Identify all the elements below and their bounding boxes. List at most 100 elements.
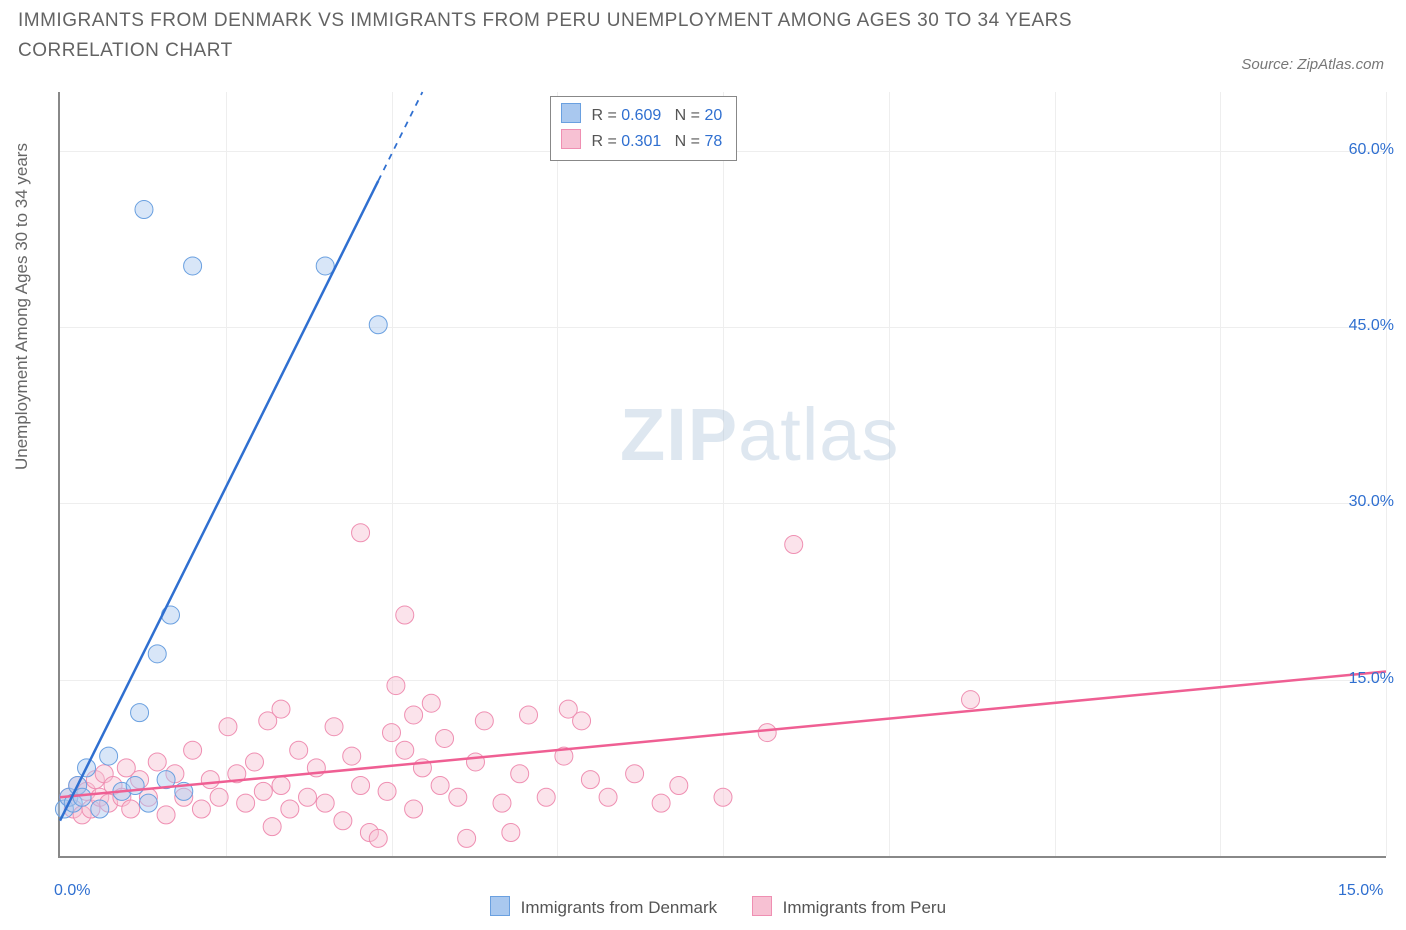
- data-point: [272, 776, 290, 794]
- data-point: [458, 829, 476, 847]
- eq: =: [607, 107, 616, 124]
- data-point: [405, 706, 423, 724]
- data-point: [599, 788, 617, 806]
- eq: =: [691, 107, 700, 124]
- data-point: [785, 536, 803, 554]
- y-tick-3: 60.0%: [1349, 141, 1394, 159]
- source-name: ZipAtlas.com: [1297, 56, 1384, 73]
- data-point: [343, 747, 361, 765]
- data-point: [422, 694, 440, 712]
- stats-row: R = 0.301 N = 78: [561, 129, 722, 155]
- data-point: [396, 606, 414, 624]
- data-point: [272, 700, 290, 718]
- data-point: [184, 257, 202, 275]
- data-point: [475, 712, 493, 730]
- data-point: [431, 776, 449, 794]
- data-point: [148, 645, 166, 663]
- peru-label: Immigrants from Peru: [783, 898, 946, 917]
- data-point: [192, 800, 210, 818]
- chart-container: IMMIGRANTS FROM DENMARK VS IMMIGRANTS FR…: [0, 0, 1406, 930]
- stats-row: R = 0.609 N = 20: [561, 103, 722, 129]
- data-point: [520, 706, 538, 724]
- source-prefix: Source:: [1241, 56, 1297, 73]
- data-point: [387, 677, 405, 695]
- data-point: [493, 794, 511, 812]
- trendline-peru: [60, 671, 1386, 797]
- data-point: [299, 788, 317, 806]
- data-point: [352, 524, 370, 542]
- data-point: [670, 776, 688, 794]
- peru-swatch: [752, 896, 772, 916]
- data-point: [254, 782, 272, 800]
- stats-legend: R = 0.609 N = 20 R = 0.301 N = 78: [550, 96, 737, 161]
- n-value: 78: [704, 133, 722, 150]
- data-point: [281, 800, 299, 818]
- data-point: [436, 729, 454, 747]
- data-point: [157, 806, 175, 824]
- data-point: [652, 794, 670, 812]
- data-point: [91, 800, 109, 818]
- data-point: [100, 747, 118, 765]
- data-point: [449, 788, 467, 806]
- data-point: [135, 201, 153, 219]
- y-tick-1: 30.0%: [1349, 493, 1394, 511]
- y-tick-0: 15.0%: [1349, 670, 1394, 688]
- r-value: 0.609: [621, 107, 661, 124]
- denmark-swatch: [490, 896, 510, 916]
- y-axis-label: Unemployment Among Ages 30 to 34 years: [12, 143, 32, 470]
- series-legend: Immigrants from Denmark Immigrants from …: [0, 896, 1406, 918]
- data-point: [383, 724, 401, 742]
- data-point: [573, 712, 591, 730]
- data-point: [502, 823, 520, 841]
- eq: =: [607, 133, 616, 150]
- data-point: [131, 704, 149, 722]
- data-point: [962, 691, 980, 709]
- plot-area: ZIPatlas R = 0.609 N = 20 R = 0.301 N = …: [58, 92, 1386, 858]
- data-point: [352, 776, 370, 794]
- data-point: [148, 753, 166, 771]
- x-tick-0: 0.0%: [54, 882, 90, 900]
- data-point: [334, 812, 352, 830]
- data-point: [245, 753, 263, 771]
- data-point: [396, 741, 414, 759]
- data-point: [210, 788, 228, 806]
- denmark-label: Immigrants from Denmark: [521, 898, 717, 917]
- data-point: [219, 718, 237, 736]
- data-point: [714, 788, 732, 806]
- source-attribution: Source: ZipAtlas.com: [1241, 56, 1384, 73]
- series-swatch: [561, 103, 581, 123]
- data-point: [290, 741, 308, 759]
- data-point: [758, 724, 776, 742]
- eq: =: [691, 133, 700, 150]
- data-point: [325, 718, 343, 736]
- data-point: [581, 771, 599, 789]
- r-value: 0.301: [621, 133, 661, 150]
- data-point: [378, 782, 396, 800]
- data-point: [511, 765, 529, 783]
- gridline-v: [1386, 92, 1387, 856]
- data-point: [537, 788, 555, 806]
- data-point: [405, 800, 423, 818]
- data-point: [237, 794, 255, 812]
- data-point: [201, 771, 219, 789]
- data-point: [466, 753, 484, 771]
- r-label: R: [591, 107, 603, 124]
- r-label: R: [591, 133, 603, 150]
- n-label: N: [675, 133, 687, 150]
- data-point: [139, 794, 157, 812]
- chart-title: IMMIGRANTS FROM DENMARK VS IMMIGRANTS FR…: [18, 6, 1106, 67]
- trendline-denmark-dashed: [378, 92, 422, 181]
- data-point: [316, 794, 334, 812]
- plot-svg: [60, 92, 1386, 856]
- series-swatch: [561, 129, 581, 149]
- data-point: [263, 818, 281, 836]
- n-value: 20: [704, 107, 722, 124]
- data-point: [369, 829, 387, 847]
- data-point: [369, 316, 387, 334]
- data-point: [184, 741, 202, 759]
- data-point: [626, 765, 644, 783]
- y-tick-2: 45.0%: [1349, 317, 1394, 335]
- data-point: [122, 800, 140, 818]
- x-tick-1: 15.0%: [1338, 882, 1383, 900]
- n-label: N: [675, 107, 687, 124]
